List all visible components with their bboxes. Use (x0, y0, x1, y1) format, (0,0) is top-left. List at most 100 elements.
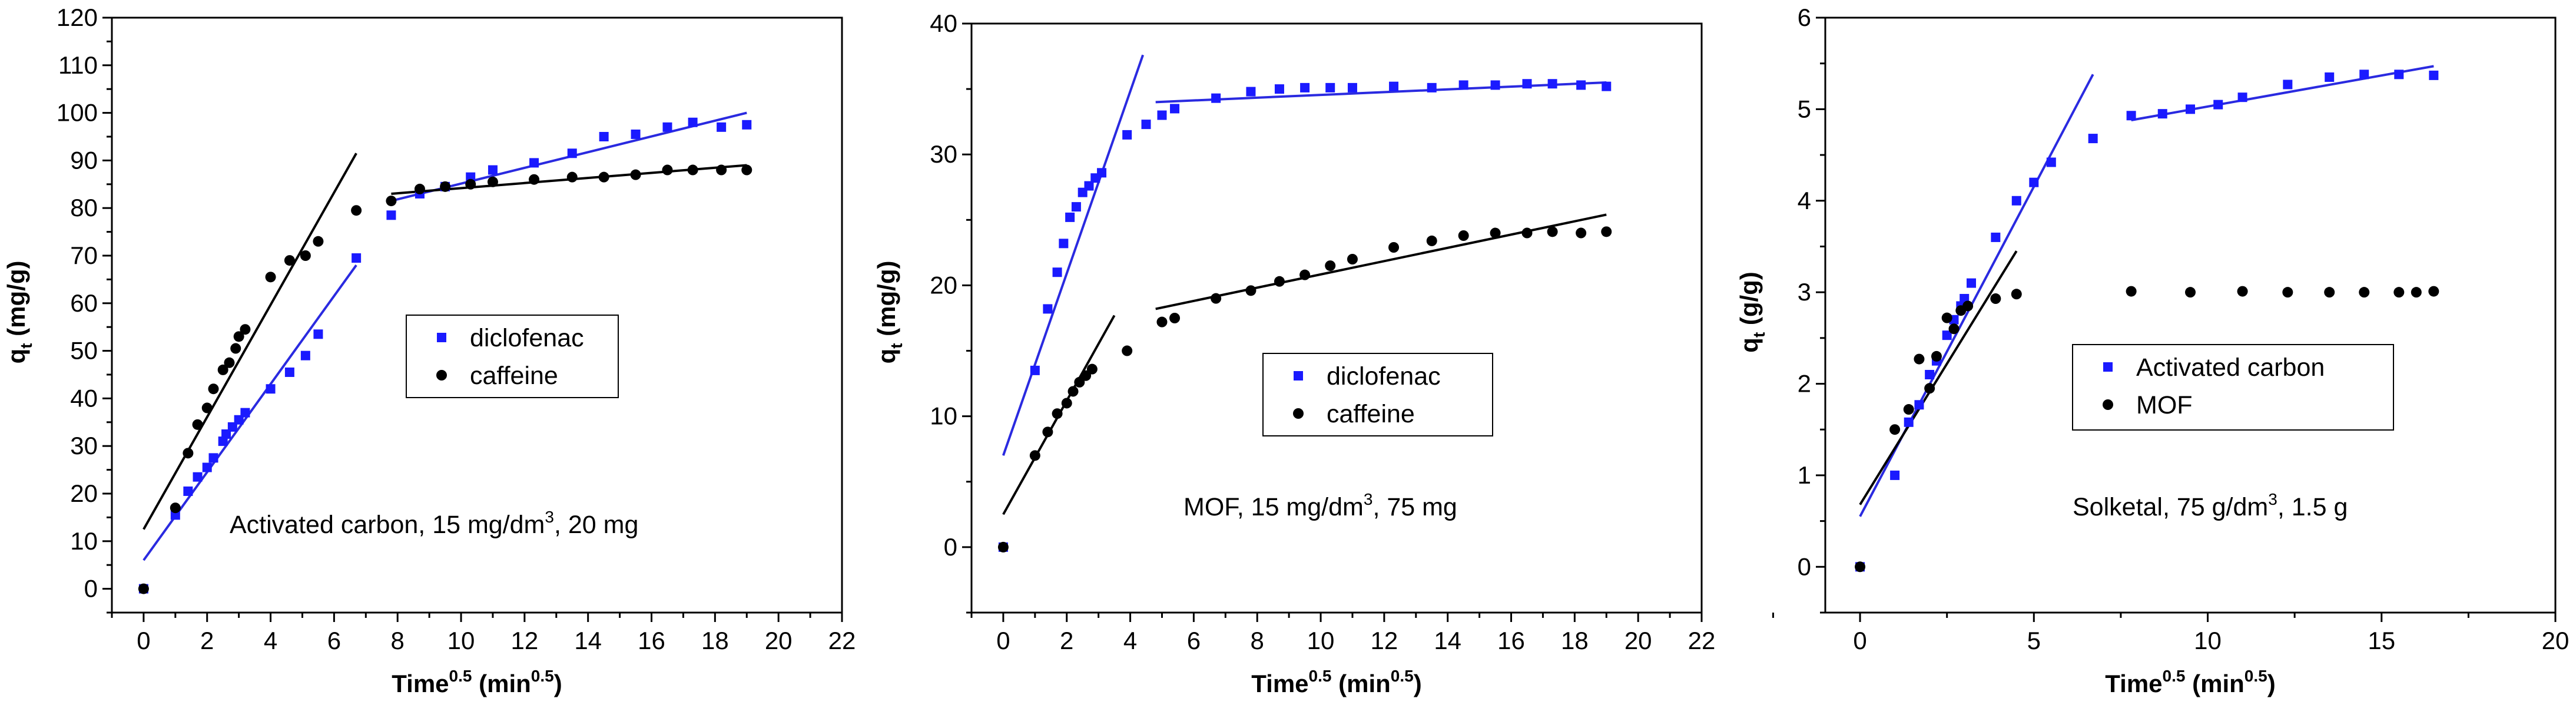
data-point-circle (529, 174, 540, 185)
data-point-square (266, 384, 276, 394)
condition-annotation: Activated carbon, 15 mg/dm3, 20 mg (230, 508, 638, 539)
data-point-square (2237, 92, 2247, 102)
data-point-square (386, 210, 396, 220)
data-point-circle (1941, 312, 1952, 323)
data-point-circle (300, 250, 311, 261)
data-point-square (488, 165, 498, 175)
annotation-text: Activated carbon, 15 mg/dm (230, 511, 545, 539)
data-point-circle (1299, 269, 1311, 280)
data-point-circle (465, 178, 476, 190)
x-tick-label: 4 (264, 627, 277, 654)
y-tick-label: 120 (57, 4, 98, 31)
x-tick-label: 2 (1060, 627, 1073, 654)
annotation-text: Solketal, 75 g/dm (2073, 493, 2268, 521)
data-point-circle (284, 255, 295, 266)
legend-marker-circle (2103, 399, 2113, 410)
legend: diclofenac caffeine (1262, 353, 1493, 436)
data-point-square (284, 367, 294, 377)
data-point-circle (487, 176, 498, 187)
y-label-main: q (873, 349, 900, 364)
x-tick-label: 8 (391, 627, 405, 654)
y-label-subscript: t (17, 343, 35, 348)
data-point-circle (183, 448, 194, 459)
plot-frame (111, 16, 843, 614)
data-point-circle (630, 169, 641, 180)
fit-line (142, 153, 357, 530)
x-label-main: Time (2105, 670, 2162, 697)
data-point-circle (1914, 353, 1925, 365)
y-tick-label: 110 (58, 51, 98, 79)
data-point-circle (192, 419, 203, 430)
data-point-circle (208, 383, 219, 395)
data-point-circle (1245, 285, 1256, 296)
x-tick-label: 12 (511, 627, 539, 654)
data-point-circle (1086, 363, 1098, 375)
data-point-circle (351, 205, 362, 216)
y-tick-label: 10 (70, 527, 98, 555)
data-point-circle (2359, 287, 2370, 298)
plot-frame (1824, 16, 2557, 614)
data-point-circle (1067, 386, 1079, 397)
data-point-square (717, 122, 727, 132)
data-point-square (2359, 70, 2369, 80)
data-point-circle (233, 331, 244, 342)
y-tick-label: 80 (70, 194, 98, 221)
data-point-circle (1169, 313, 1181, 323)
data-point-square (1084, 181, 1094, 191)
data-point-circle (2237, 286, 2248, 297)
data-point-square (2325, 72, 2335, 82)
y-tick-label: 30 (930, 140, 957, 168)
data-point-circle (1029, 450, 1040, 461)
data-point-circle (2282, 287, 2293, 298)
data-point-square (352, 253, 362, 263)
data-point-square (1427, 82, 1437, 92)
y-tick-label: 50 (70, 337, 98, 365)
y-tick-label: 4 (1798, 187, 1811, 214)
data-point-square (466, 172, 476, 182)
legend-label: MOF (2136, 391, 2193, 419)
x-label-superscript: 0.5 (2245, 667, 2267, 685)
fit-line (1155, 213, 1607, 310)
x-tick-label: 10 (1307, 627, 1335, 654)
y-tick-label: 70 (70, 241, 98, 269)
annotation-superscript: 3 (2268, 490, 2277, 508)
legend-box (406, 315, 619, 398)
x-axis-label: Time0.5 (min0.5) (1251, 667, 1421, 697)
legend-marker-circle (1293, 408, 1304, 419)
y-label-unit: (mg/g) (2, 261, 30, 343)
x-label-superscript: 0.5 (531, 667, 554, 685)
data-point-circle (1576, 227, 1587, 239)
x-label-main: Time (1251, 670, 1308, 697)
y-label-unit: (mg/g) (873, 261, 900, 343)
data-point-square (2283, 80, 2293, 90)
data-point-square (2186, 104, 2195, 114)
data-point-square (1914, 400, 1924, 410)
data-point-square (300, 350, 310, 360)
data-point-square (1991, 232, 2001, 242)
x-tick-label: 20 (2542, 627, 2570, 654)
x-tick-label: 12 (1371, 627, 1398, 654)
fit-line (1859, 250, 2018, 505)
x-tick-label: 8 (1251, 627, 1264, 654)
x-tick-label: 4 (1123, 627, 1137, 654)
chart-panel-2: 0 2 4 6 8 10 12 14 16 18 20 22 0 10 20 30 40 diclofenac ca… (873, 9, 1715, 697)
data-point-square (1030, 365, 1040, 375)
data-point-circle (440, 181, 451, 192)
data-point-circle (1547, 226, 1558, 237)
legend: Activated carbon MOF (2072, 344, 2394, 431)
data-point-circle (2393, 287, 2405, 298)
data-point-square (2213, 100, 2223, 110)
data-point-square (1347, 82, 1357, 92)
x-tick-label: 6 (327, 627, 341, 654)
data-point-square (208, 453, 218, 463)
data-point-square (599, 132, 609, 141)
chart-panel-1: 0 2 4 6 8 10 12 14 16 18 20 22 0 10 20 30 40 50 60 70 80 90 10… (2, 4, 856, 697)
x-label-unit: (min (472, 670, 531, 697)
data-point-square (2029, 177, 2039, 187)
data-point-circle (716, 164, 727, 176)
data-point-circle (2126, 286, 2137, 297)
data-point-circle (566, 171, 578, 183)
data-point-square (1904, 417, 1914, 427)
y-axis-label: qt (mg/g) (873, 261, 906, 364)
data-point-square (1300, 82, 1310, 92)
